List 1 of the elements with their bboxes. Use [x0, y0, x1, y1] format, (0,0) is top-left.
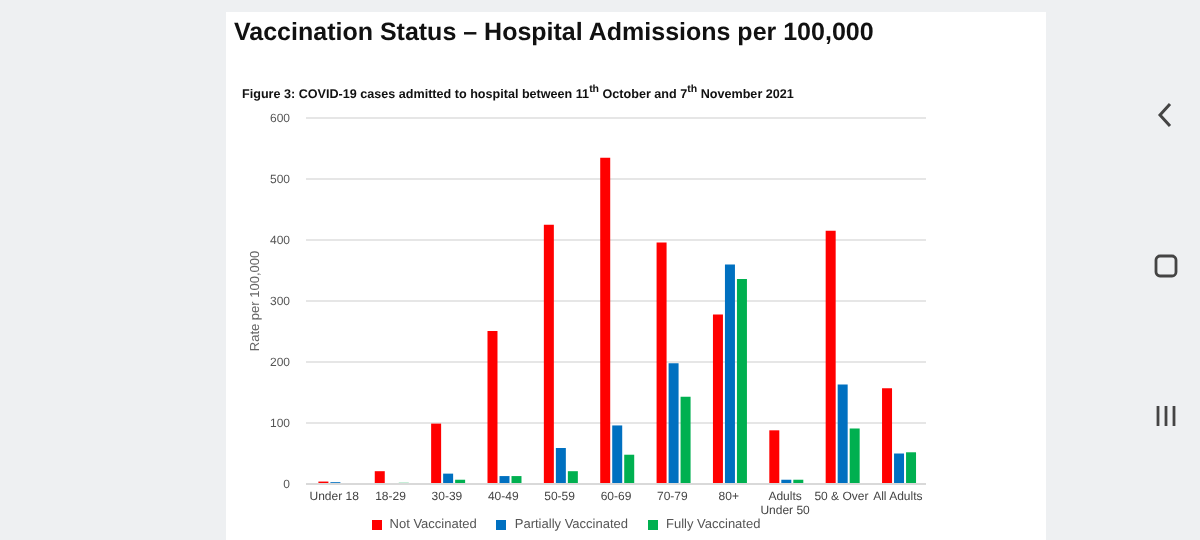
chart-title: Vaccination Status – Hospital Admissions per 100,000	[234, 18, 874, 46]
